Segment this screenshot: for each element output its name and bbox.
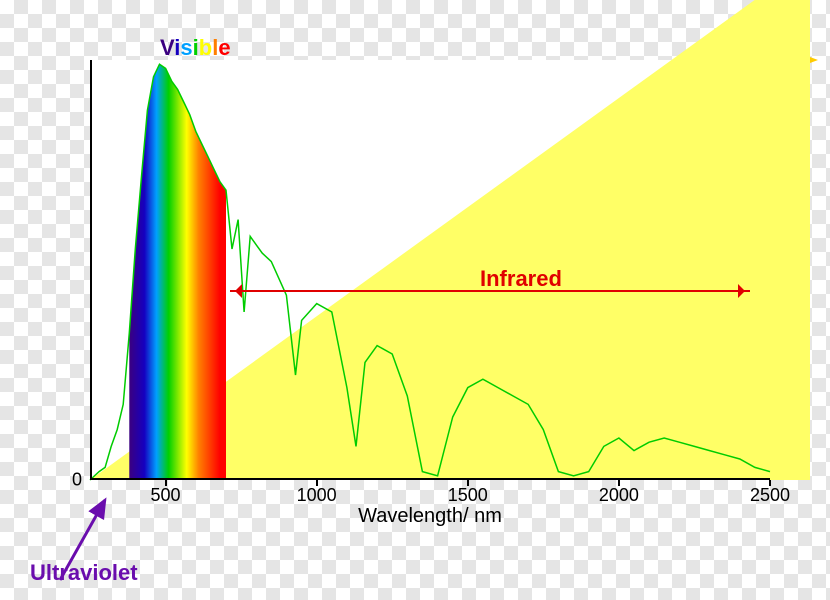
visible-label: Visible [160,35,231,61]
x-tick-2000: 2000 [599,485,639,506]
spectrum-curve [90,60,770,480]
x-axis-title: Wavelength/ nm [358,505,502,528]
x-tick-2500: 2500 [750,485,790,506]
x-axis [90,478,770,480]
x-tick-1000: 1000 [297,485,337,506]
plot-area: 5001000150020002500 0 Wavelength/ nm Inf… [90,60,770,480]
y-axis [90,60,92,480]
ultraviolet-label: Ultraviolet [30,560,138,586]
spectrum-figure: 5001000150020002500 0 Wavelength/ nm Inf… [0,0,830,600]
infrared-label: Infrared [480,266,562,292]
x-tick-1500: 1500 [448,485,488,506]
